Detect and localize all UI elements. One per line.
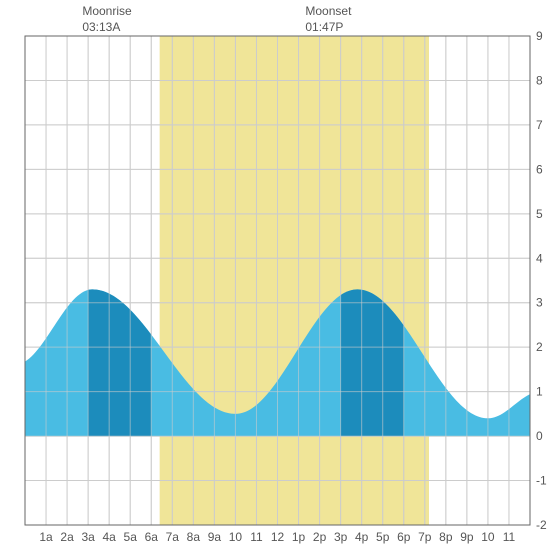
svg-text:8a: 8a [187,530,201,544]
svg-text:4: 4 [536,251,543,265]
svg-text:1a: 1a [39,530,53,544]
svg-text:2a: 2a [60,530,74,544]
svg-text:0: 0 [536,429,543,443]
moonrise-time: 03:13A [82,20,131,36]
svg-text:5a: 5a [124,530,138,544]
svg-text:1: 1 [536,385,543,399]
chart-svg: -2-101234567891a2a3a4a5a6a7a8a9a1011121p… [0,0,550,550]
svg-text:9a: 9a [208,530,222,544]
svg-text:-1: -1 [536,474,547,488]
svg-text:6: 6 [536,162,543,176]
svg-text:2: 2 [536,340,543,354]
svg-text:5: 5 [536,207,543,221]
svg-text:5p: 5p [376,530,390,544]
svg-text:6p: 6p [397,530,411,544]
svg-text:12: 12 [271,530,285,544]
svg-text:11: 11 [503,530,516,544]
svg-text:7p: 7p [418,530,432,544]
svg-text:3a: 3a [81,530,95,544]
svg-text:10: 10 [481,530,495,544]
svg-text:3p: 3p [334,530,348,544]
svg-text:1p: 1p [292,530,306,544]
moonset-time: 01:47P [305,20,351,36]
svg-text:6a: 6a [145,530,159,544]
svg-text:8: 8 [536,73,543,87]
svg-text:7a: 7a [166,530,180,544]
svg-text:7: 7 [536,118,543,132]
svg-text:10: 10 [229,530,243,544]
svg-text:9p: 9p [460,530,474,544]
svg-text:2p: 2p [313,530,327,544]
moonset-title: Moonset [305,4,351,20]
moonrise-annotation: Moonrise 03:13A [82,4,131,35]
svg-text:9: 9 [536,29,543,43]
moonrise-title: Moonrise [82,4,131,20]
moonset-annotation: Moonset 01:47P [305,4,351,35]
svg-text:4p: 4p [355,530,369,544]
svg-text:11: 11 [250,530,263,544]
svg-text:-2: -2 [536,518,547,532]
svg-text:8p: 8p [439,530,453,544]
tide-chart: Moonrise 03:13A Moonset 01:47P -2-101234… [0,0,550,550]
svg-text:3: 3 [536,296,543,310]
svg-text:4a: 4a [102,530,116,544]
